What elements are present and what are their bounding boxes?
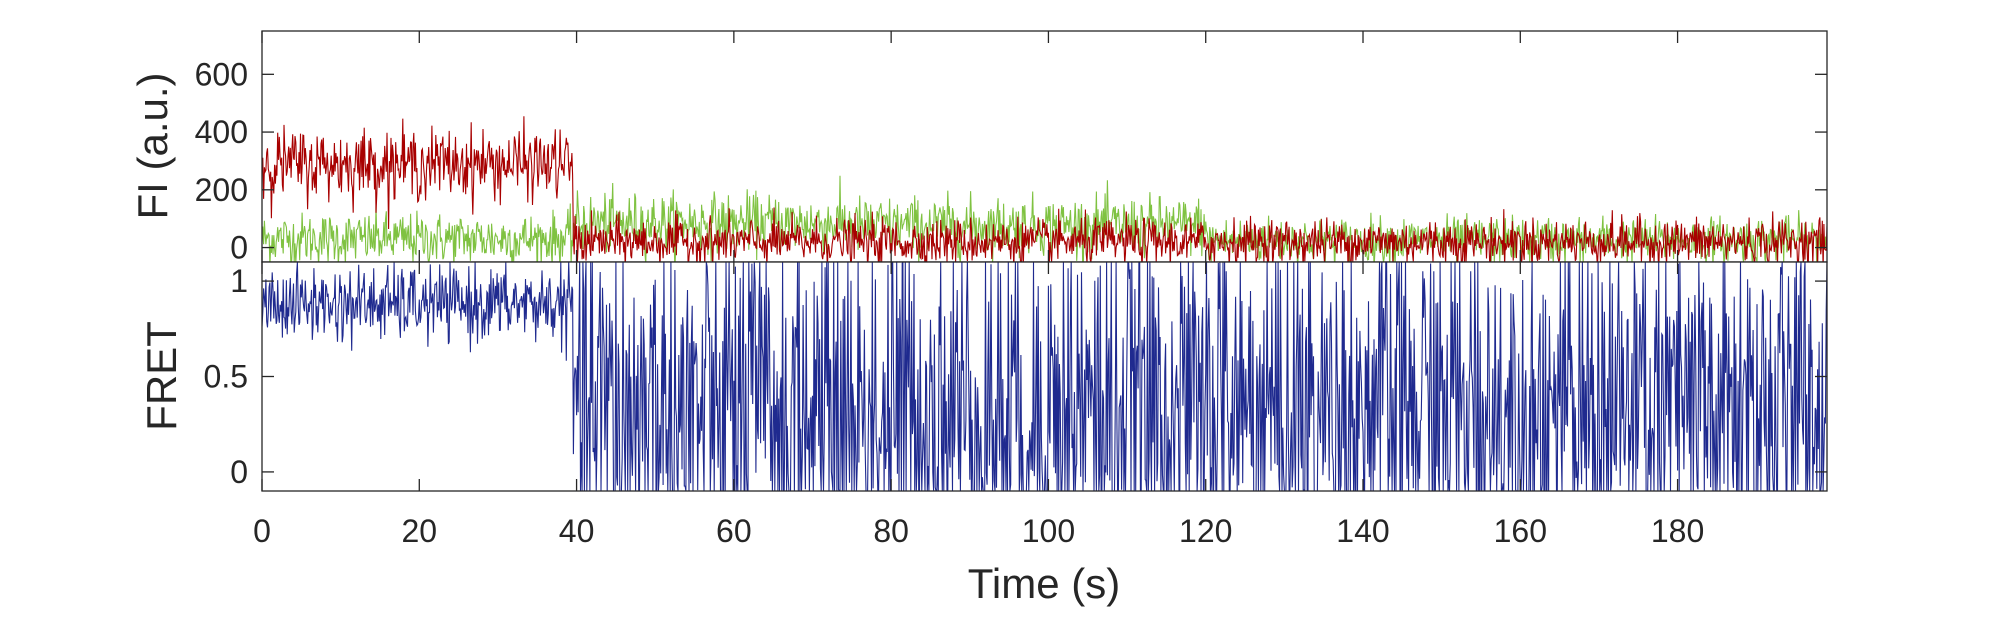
time-x-tick-label: 40 [559, 513, 595, 549]
time-x-ticks: 0 20 40 60 80 100 120 140 160 180 [253, 31, 1704, 549]
time-x-tick-label: 140 [1336, 513, 1389, 549]
fret-y-tick-label: 1 [230, 263, 248, 299]
time-x-tick-label: 0 [253, 513, 271, 549]
fret-y-tick-label: 0.5 [204, 359, 248, 395]
intensity-panel: 0 200 400 600 FI (a.u.) [129, 30, 1828, 266]
intensity-y-tick-label: 600 [195, 56, 248, 92]
intensity-y-tick-label: 400 [195, 114, 248, 150]
fret-y-tick-label: 0 [230, 454, 248, 490]
time-x-tick-label: 120 [1179, 513, 1232, 549]
time-x-tick-label: 160 [1494, 513, 1547, 549]
time-x-tick-label: 20 [401, 513, 437, 549]
intensity-y-tick-label: 0 [230, 230, 248, 266]
time-x-axis-label: Time (s) [968, 560, 1120, 607]
time-x-tick-label: 80 [873, 513, 909, 549]
intensity-series-group [262, 116, 1827, 262]
series-fret-line [262, 262, 1827, 491]
fret-series-group [262, 262, 1827, 491]
time-x-tick-label: 60 [716, 513, 752, 549]
intensity-y-axis-label: FI (a.u.) [129, 72, 176, 219]
intensity-y-tick-label: 200 [195, 172, 248, 208]
series-acceptor-line [262, 116, 1827, 262]
fret-panel: 00.51 0 20 40 60 80 100 120 140 160 180 FRET Time… [138, 31, 1828, 607]
time-x-tick-label: 180 [1651, 513, 1704, 549]
intensity-y-ticks: 0 200 400 600 [195, 56, 1827, 266]
fret-y-axis-label: FRET [138, 321, 185, 431]
time-x-tick-label: 100 [1022, 513, 1075, 549]
fret-y-ticks: 00.51 [204, 263, 1827, 490]
